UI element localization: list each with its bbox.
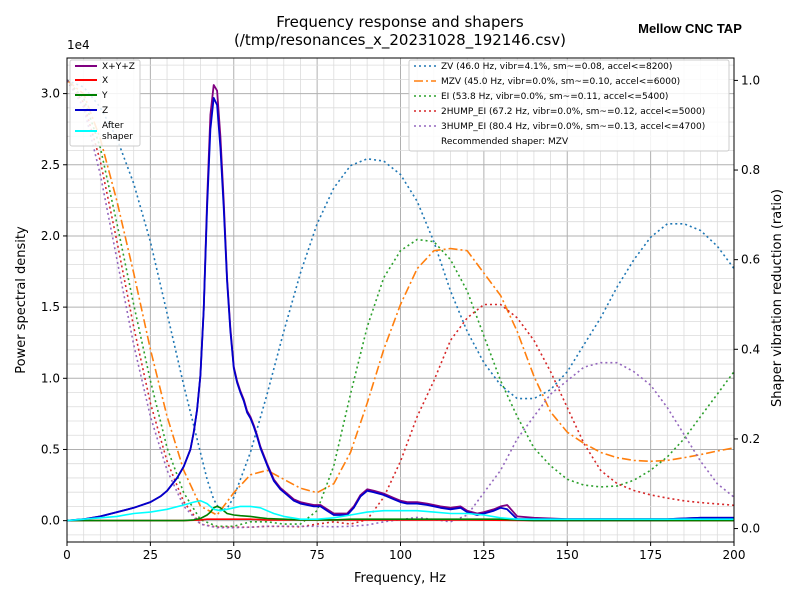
legend-label-x: X [102, 76, 108, 86]
legend-label-after: After [102, 121, 124, 131]
legend-label-ei: EI (53.8 Hz, vibr=0.0%, sm~=0.11, accel<… [441, 92, 668, 102]
x-tick-label: 175 [639, 548, 662, 562]
x-tick-label: 125 [472, 548, 495, 562]
x-tick-label: 100 [389, 548, 412, 562]
legend-label-z: Z [102, 106, 108, 116]
y2-tick-label: 0.4 [741, 342, 760, 356]
shaper-curve-mzv [67, 79, 734, 517]
legend-label-2hump-ei: 2HUMP_EI (67.2 Hz, vibr=0.0%, sm~=0.12, … [441, 107, 705, 117]
y2-tick-label: 0.8 [741, 163, 760, 177]
shaper-curve-zv [67, 79, 734, 512]
legend-recommended-shaper: Recommended shaper: MZV [441, 137, 569, 147]
y2-tick-label: 0.2 [741, 432, 760, 446]
x-tick-label: 150 [556, 548, 579, 562]
psd-curve-z [67, 97, 734, 522]
psd-curves [67, 84, 734, 522]
legend-label-mzv: MZV (45.0 Hz, vibr=0.0%, sm~=0.10, accel… [441, 77, 680, 87]
shaper-curve-2hump-ei [67, 79, 734, 528]
psd-curve-y [67, 505, 734, 522]
x-tick-label: 0 [63, 548, 71, 562]
brand-label: Mellow CNC TAP [638, 21, 742, 36]
y-tick-label: 2.0 [41, 229, 60, 243]
y2-axis-label: Shaper vibration reduction (ratio) [770, 189, 785, 407]
y-tick-label: 0.0 [41, 514, 60, 528]
x-tick-label: 50 [226, 548, 241, 562]
x-tick-label: 200 [723, 548, 746, 562]
chart-subtitle: (/tmp/resonances_x_20231028_192146.csv) [234, 31, 566, 50]
legend-right: ZV (46.0 Hz, vibr=4.1%, sm~=0.08, accel<… [408, 59, 730, 152]
y2-axis: 0.0 0.2 0.4 0.6 0.8 1.0 [734, 73, 760, 536]
y-tick-label: 2.5 [41, 158, 60, 172]
psd-curve-after-shaper [67, 499, 734, 522]
y-axis: 0.0 0.5 1.0 1.5 2.0 2.5 3.0 [41, 87, 67, 528]
legend-label-y: Y [101, 91, 108, 101]
y-tick-label: 1.5 [41, 300, 60, 314]
chart-title: Frequency response and shapers [276, 13, 524, 31]
y-scale-label: 1e4 [67, 38, 90, 52]
y-tick-label: 3.0 [41, 87, 60, 101]
legend-label-3hump-ei: 3HUMP_EI (80.4 Hz, vibr=0.0%, sm~=0.13, … [441, 122, 705, 132]
x-axis: 0 25 50 75 100 125 150 175 200 [63, 542, 745, 562]
legend-label-shaper: shaper [102, 132, 133, 142]
x-tick-label: 75 [309, 548, 324, 562]
x-tick-label: 25 [143, 548, 158, 562]
y2-tick-label: 0.0 [741, 522, 760, 536]
y-axis-label: Power spectral density [14, 226, 29, 374]
y-tick-label: 0.5 [41, 442, 60, 456]
y-tick-label: 1.0 [41, 371, 60, 385]
y2-tick-label: 0.6 [741, 253, 760, 267]
legend-left: X+Y+Z X Y Z After shaper [69, 59, 141, 147]
legend-label-zv: ZV (46.0 Hz, vibr=4.1%, sm~=0.08, accel<… [441, 62, 672, 72]
legend-label-xyz: X+Y+Z [102, 62, 135, 72]
shaper-curve-3hump-ei [67, 79, 734, 529]
y2-tick-label: 1.0 [741, 73, 760, 87]
x-axis-label: Frequency, Hz [354, 571, 446, 586]
